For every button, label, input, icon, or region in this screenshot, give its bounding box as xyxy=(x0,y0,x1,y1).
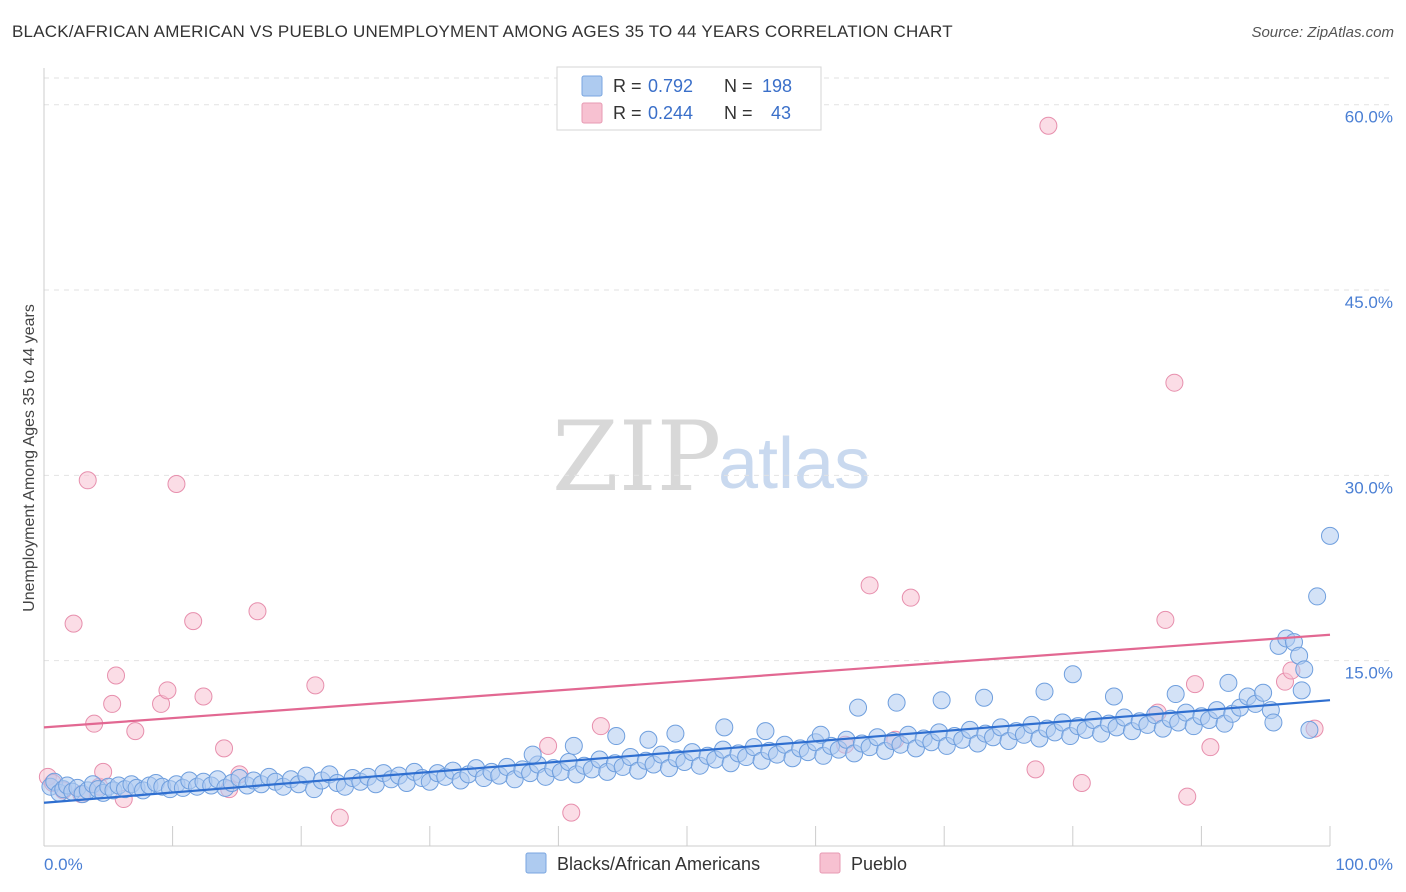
black-point xyxy=(1063,665,1082,684)
legend-r-value-1: 0.792 xyxy=(648,76,693,96)
black-point xyxy=(666,724,685,743)
watermark-atlas: atlas xyxy=(718,424,870,504)
y-tick-label: 60.0% xyxy=(1345,108,1393,127)
chart-title: BLACK/AFRICAN AMERICAN VS PUEBLO UNEMPLO… xyxy=(12,22,953,41)
y-axis-title: Unemployment Among Ages 35 to 44 years xyxy=(21,304,38,612)
black-point xyxy=(1300,720,1319,739)
pueblo-point xyxy=(306,676,325,695)
bottom-legend-label-blue: Blacks/African Americans xyxy=(557,854,760,874)
legend-n-label-1: N = xyxy=(724,76,753,96)
pueblo-point xyxy=(1178,787,1197,806)
pueblo-trend-line xyxy=(43,633,1331,729)
y-tick-label: 30.0% xyxy=(1345,478,1393,497)
black-trend-line xyxy=(43,699,1331,804)
pueblo-point xyxy=(248,602,267,621)
black-point xyxy=(1292,681,1311,700)
pueblo-point xyxy=(64,614,83,633)
trend-lines xyxy=(43,633,1331,804)
black-points xyxy=(41,526,1339,804)
black-point xyxy=(932,691,951,710)
pueblo-point xyxy=(1165,373,1184,392)
legend-r-label-1: R = xyxy=(613,76,642,96)
black-point xyxy=(975,688,994,707)
legend-swatch-blue xyxy=(581,75,603,97)
black-point xyxy=(1219,673,1238,692)
y-tick-label: 15.0% xyxy=(1345,664,1393,683)
watermark-zip: ZIP xyxy=(552,401,721,513)
pueblo-point xyxy=(126,722,145,741)
y-tick-label: 45.0% xyxy=(1345,293,1393,312)
legend-r-label-2: R = xyxy=(613,103,642,123)
pueblo-point xyxy=(330,808,349,827)
axes xyxy=(43,68,1331,847)
pueblo-point xyxy=(539,736,558,755)
black-point xyxy=(639,730,658,749)
legend-n-value-2: 43 xyxy=(771,103,791,123)
black-point xyxy=(523,745,542,764)
pueblo-point xyxy=(194,687,213,706)
bottom-legend-swatch-pink xyxy=(819,852,841,874)
pueblo-point xyxy=(1185,675,1204,694)
pueblo-point xyxy=(1156,610,1175,629)
pueblo-point xyxy=(1039,116,1058,135)
bottom-legend-label-pink: Pueblo xyxy=(851,854,907,874)
black-point xyxy=(756,722,775,741)
black-point xyxy=(1264,713,1283,732)
stats-legend: R = 0.792 N = 198 R = 0.244 N = 43 xyxy=(556,66,822,131)
black-point xyxy=(1308,587,1327,606)
x-tick-label: 0.0% xyxy=(44,855,83,874)
pueblo-point xyxy=(562,803,581,822)
series-legend: Blacks/African Americans Pueblo xyxy=(525,852,907,874)
black-point xyxy=(1104,687,1123,706)
pueblo-point xyxy=(215,739,234,758)
black-point xyxy=(1295,660,1314,679)
x-tick-label: 100.0% xyxy=(1335,855,1393,874)
pueblo-point xyxy=(107,666,126,685)
black-point xyxy=(1035,682,1054,701)
pueblo-point xyxy=(1072,773,1091,792)
bottom-legend-swatch-blue xyxy=(525,852,547,874)
legend-n-value-1: 198 xyxy=(762,76,792,96)
black-point xyxy=(811,725,830,744)
pueblo-point xyxy=(901,588,920,607)
pueblo-point xyxy=(78,471,97,490)
pueblo-point xyxy=(591,717,610,736)
black-point xyxy=(607,727,626,746)
legend-n-label-2: N = xyxy=(724,103,753,123)
legend-r-value-2: 0.244 xyxy=(648,103,693,123)
pueblo-point xyxy=(860,576,879,595)
source-label: Source: ZipAtlas.com xyxy=(1251,24,1394,41)
pueblo-point xyxy=(1026,760,1045,779)
black-point xyxy=(1166,685,1185,704)
x-tick-labels: 0.0% 100.0% xyxy=(44,855,1393,874)
black-point xyxy=(887,693,906,712)
black-point xyxy=(1254,683,1273,702)
pueblo-point xyxy=(184,612,203,631)
pueblo-point xyxy=(1201,738,1220,757)
pueblo-point xyxy=(167,475,186,494)
pueblo-point xyxy=(103,694,122,713)
y-tick-labels: 15.0% 30.0% 45.0% 60.0% xyxy=(1345,108,1393,683)
grid-lines xyxy=(44,77,1392,662)
legend-swatch-pink xyxy=(581,102,603,124)
black-point xyxy=(1321,526,1339,545)
pueblo-point xyxy=(158,681,177,700)
black-point xyxy=(564,736,583,755)
black-point xyxy=(849,698,868,717)
black-point xyxy=(715,718,734,737)
